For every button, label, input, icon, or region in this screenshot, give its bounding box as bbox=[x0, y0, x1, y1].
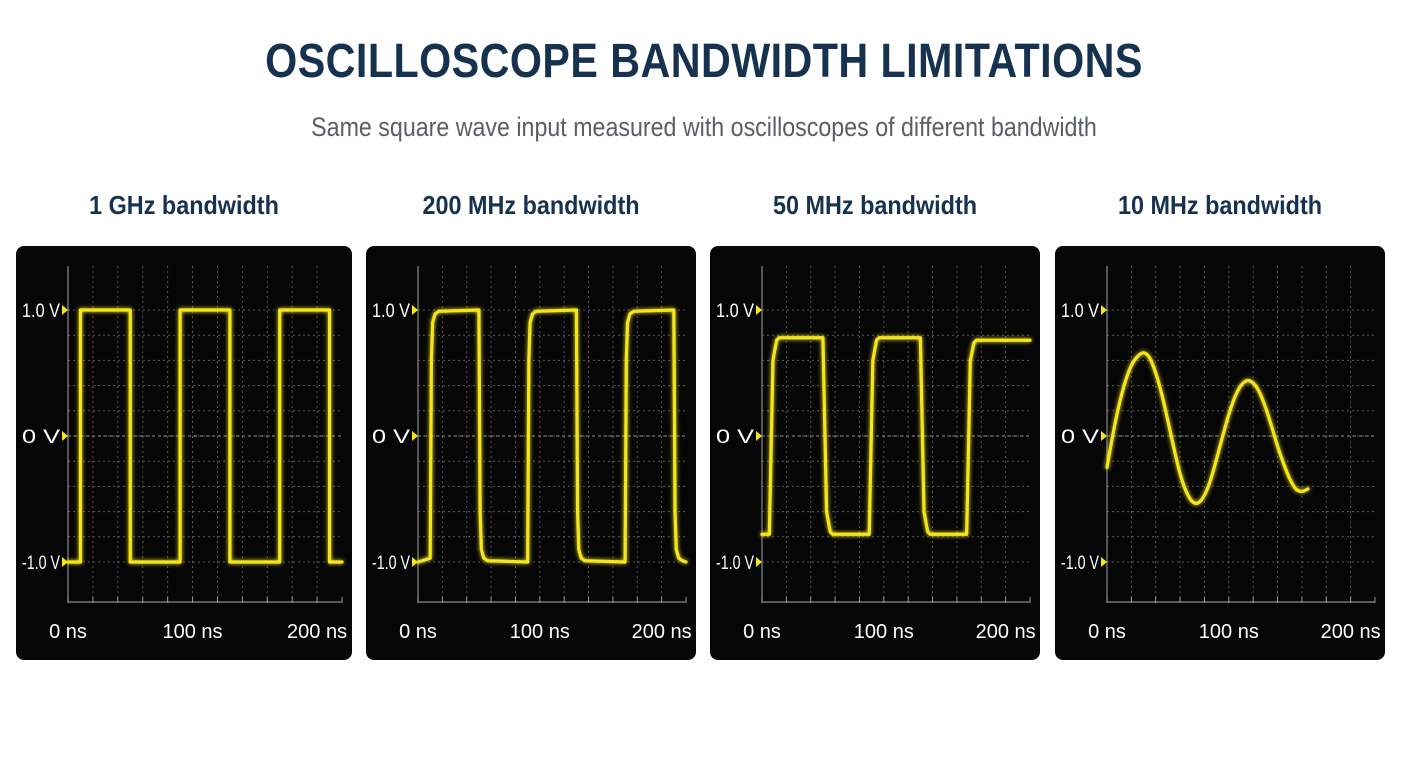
y-level-marker bbox=[412, 431, 418, 441]
x-tick-label: 100 ns bbox=[510, 621, 570, 643]
scope-plot-1ghz: 1.0 V 0 V -1.0 V 0 ns 100 ns 200 ns bbox=[22, 266, 347, 643]
scope-plot-10mhz: 1.0 V 0 V -1.0 V 0 ns 100 ns 200 ns bbox=[1061, 266, 1381, 643]
y-tick-label: 0 V bbox=[22, 427, 60, 448]
signal-trace bbox=[416, 308, 688, 564]
x-tick-label: 0 ns bbox=[49, 621, 87, 643]
panel-title-1ghz: 1 GHz bandwidth bbox=[89, 190, 279, 220]
y-level-marker bbox=[756, 431, 762, 441]
y-tick-label: 1.0 V bbox=[1061, 301, 1099, 322]
panel-title-10mhz: 10 MHz bandwidth bbox=[1117, 190, 1323, 220]
x-tick-label: 200 ns bbox=[976, 621, 1036, 643]
y-level-marker bbox=[62, 431, 68, 441]
y-level-marker bbox=[62, 305, 68, 315]
y-tick-label: 0 V bbox=[716, 427, 754, 448]
signal-trace bbox=[1105, 351, 1310, 505]
y-tick-label: -1.0 V bbox=[716, 553, 754, 574]
x-tick-label: 0 ns bbox=[743, 621, 781, 643]
y-level-marker bbox=[62, 557, 68, 567]
x-tick-label: 200 ns bbox=[632, 621, 692, 643]
y-tick-label: -1.0 V bbox=[22, 553, 60, 574]
y-level-marker bbox=[756, 305, 762, 315]
y-tick-label: 1.0 V bbox=[716, 301, 754, 322]
x-tick-label: 0 ns bbox=[1088, 621, 1126, 643]
y-level-marker bbox=[1101, 431, 1107, 441]
y-tick-label: -1.0 V bbox=[1061, 553, 1099, 574]
y-level-marker bbox=[412, 305, 418, 315]
scope-screen-1ghz: 1.0 V 0 V -1.0 V 0 ns 100 ns 200 ns bbox=[16, 246, 352, 660]
y-tick-label: 1.0 V bbox=[22, 301, 60, 322]
page-title: OSCILLOSCOPE BANDWIDTH LIMITATIONS bbox=[265, 35, 1143, 88]
page-subtitle: Same square wave input measured with osc… bbox=[311, 112, 1097, 142]
x-tick-label: 200 ns bbox=[1321, 621, 1381, 643]
x-tick-label: 200 ns bbox=[287, 621, 347, 643]
scope-plot-200mhz: 1.0 V 0 V -1.0 V 0 ns 100 ns 200 ns bbox=[372, 266, 692, 643]
scope-screen-50mhz: 1.0 V 0 V -1.0 V 0 ns 100 ns 200 ns bbox=[710, 246, 1040, 660]
scope-screen-10mhz: 1.0 V 0 V -1.0 V 0 ns 100 ns 200 ns bbox=[1055, 246, 1385, 660]
x-tick-label: 0 ns bbox=[399, 621, 437, 643]
signal-trace bbox=[66, 308, 344, 564]
panel-title-200mhz: 200 MHz bandwidth bbox=[422, 190, 640, 220]
scope-screen-200mhz: 1.0 V 0 V -1.0 V 0 ns 100 ns 200 ns bbox=[366, 246, 696, 660]
x-tick-label: 100 ns bbox=[163, 621, 223, 643]
scope-plot-50mhz: 1.0 V 0 V -1.0 V 0 ns 100 ns 200 ns bbox=[716, 266, 1036, 643]
y-tick-label: 0 V bbox=[372, 427, 410, 448]
signal-trace bbox=[760, 336, 1032, 536]
y-level-marker bbox=[1101, 305, 1107, 315]
y-tick-label: 1.0 V bbox=[372, 301, 410, 322]
y-level-marker bbox=[1101, 557, 1107, 567]
panel-title-50mhz: 50 MHz bandwidth bbox=[772, 190, 978, 220]
x-tick-label: 100 ns bbox=[854, 621, 914, 643]
y-tick-label: 0 V bbox=[1061, 427, 1099, 448]
y-tick-label: -1.0 V bbox=[372, 553, 410, 574]
y-level-marker bbox=[412, 557, 418, 567]
x-tick-label: 100 ns bbox=[1199, 621, 1259, 643]
y-level-marker bbox=[756, 557, 762, 567]
